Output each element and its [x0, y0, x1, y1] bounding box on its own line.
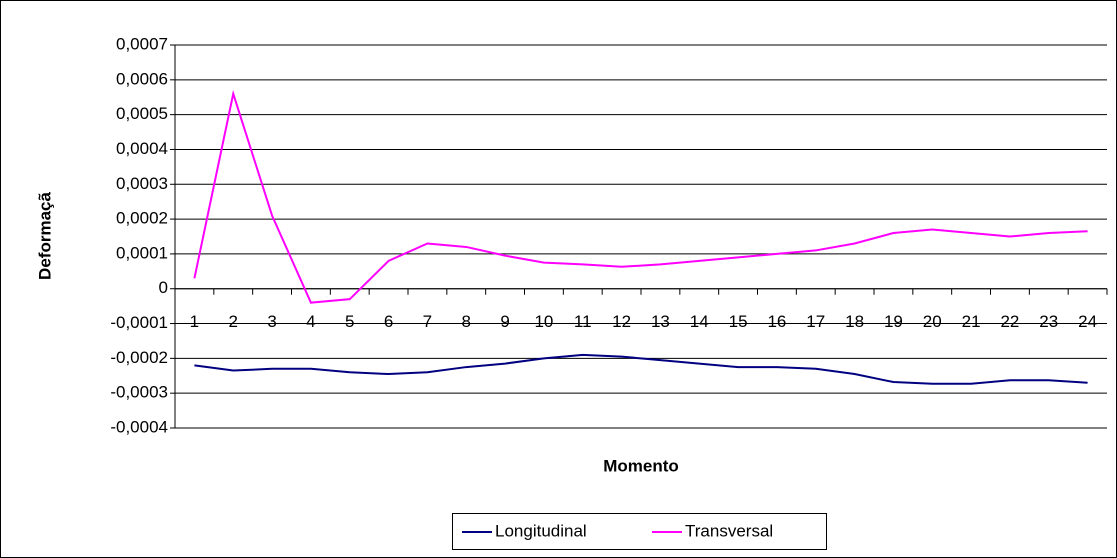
y-tick-label: -0,0001	[110, 313, 168, 332]
y-tick-label: -0,0004	[110, 417, 168, 436]
x-tick-label: 9	[500, 312, 509, 331]
x-tick-label: 3	[267, 312, 276, 331]
x-tick-label: 15	[729, 312, 748, 331]
x-tick-label: 11	[574, 312, 592, 331]
x-tick-label: 22	[1000, 312, 1019, 331]
x-tick-label: 23	[1039, 312, 1058, 331]
x-tick-label: 14	[690, 312, 709, 331]
y-tick-label: -0,0002	[110, 348, 168, 367]
x-axis-label: Momento	[603, 456, 679, 475]
x-tick-label: 20	[923, 312, 942, 331]
x-tick-label: 2	[229, 312, 238, 331]
legend-box	[452, 513, 827, 550]
y-tick-label: 0,0007	[116, 34, 168, 53]
y-tick-label: 0,0002	[116, 209, 168, 228]
x-tick-label: 12	[612, 312, 631, 331]
x-tick-label: 7	[423, 312, 432, 331]
series-line	[194, 353, 1088, 385]
x-tick-label: 16	[767, 312, 786, 331]
y-axis-label: Deformaçã	[35, 192, 54, 280]
y-tick-label: 0,0004	[116, 139, 168, 158]
x-tick-label: 24	[1078, 312, 1097, 331]
x-tick-label: 4	[306, 312, 315, 331]
y-tick-label: -0,0003	[110, 383, 168, 402]
y-tick-label: 0,0006	[116, 69, 168, 88]
x-tick-label: 8	[462, 312, 471, 331]
x-tick-label: 5	[345, 312, 354, 331]
y-tick-label: 0,0005	[116, 104, 168, 123]
x-tick-label: 13	[651, 312, 670, 331]
x-tick-label: 6	[384, 312, 393, 331]
x-tick-label: 10	[534, 312, 553, 331]
series-line	[193, 89, 1088, 304]
legend-label: Transversal	[685, 521, 773, 540]
x-tick-label: 1	[190, 312, 199, 331]
x-tick-label: 18	[845, 312, 864, 331]
legend-label: Longitudinal	[495, 521, 587, 540]
y-tick-label: 0	[159, 278, 168, 297]
y-tick-label: 0,0003	[116, 174, 168, 193]
y-tick-label: 0,0001	[116, 243, 168, 262]
x-tick-label: 17	[806, 312, 825, 331]
x-tick-label: 21	[962, 312, 981, 331]
x-tick-label: 19	[884, 312, 903, 331]
